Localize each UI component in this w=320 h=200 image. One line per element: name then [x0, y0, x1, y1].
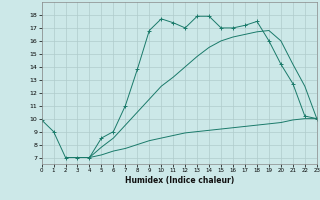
X-axis label: Humidex (Indice chaleur): Humidex (Indice chaleur) — [124, 176, 234, 185]
